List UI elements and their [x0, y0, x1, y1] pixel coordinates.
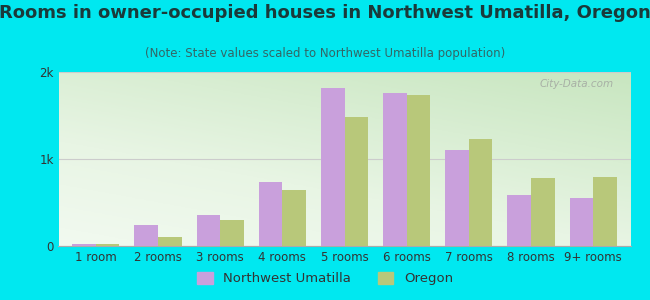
Text: Rooms in owner-occupied houses in Northwest Umatilla, Oregon: Rooms in owner-occupied houses in Northw… [0, 4, 650, 22]
Bar [508, 195, 531, 246]
Bar [96, 244, 120, 246]
Bar [569, 198, 593, 246]
Bar [282, 190, 306, 246]
Bar [158, 237, 181, 246]
Bar [259, 182, 282, 246]
Bar [383, 93, 407, 246]
Bar [135, 225, 158, 246]
Bar [344, 117, 368, 246]
Bar [531, 178, 554, 246]
Bar [196, 215, 220, 246]
Text: City-Data.com: City-Data.com [540, 79, 614, 89]
Bar [220, 220, 244, 246]
Text: (Note: State values scaled to Northwest Umatilla population): (Note: State values scaled to Northwest … [145, 46, 505, 59]
Bar [593, 177, 617, 246]
Bar [72, 244, 96, 246]
Legend: Northwest Umatilla, Oregon: Northwest Umatilla, Oregon [192, 266, 458, 290]
Bar [445, 150, 469, 246]
Bar [469, 139, 493, 246]
Bar [407, 95, 430, 246]
Bar [321, 88, 345, 246]
